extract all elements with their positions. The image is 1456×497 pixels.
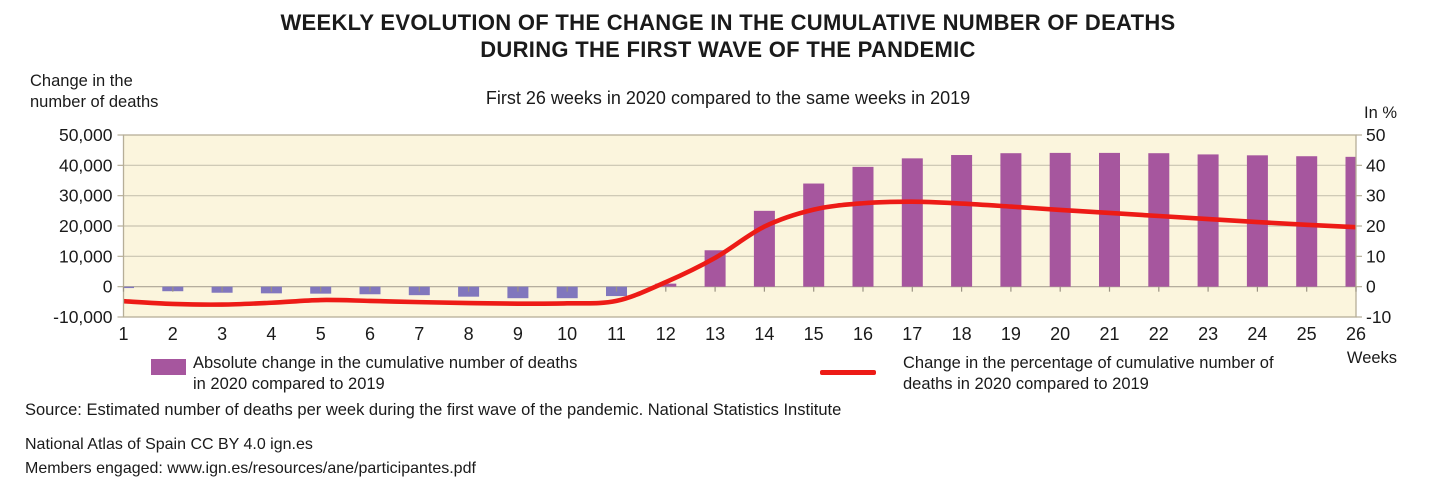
right-axis-tick-label: 50 xyxy=(1366,125,1386,145)
chart-title-line1: WEEKLY EVOLUTION OF THE CHANGE IN THE CU… xyxy=(280,10,1176,35)
chart-subtitle: First 26 weeks in 2020 compared to the s… xyxy=(485,88,971,108)
left-axis-tick-label: 0 xyxy=(103,277,113,297)
x-axis-tick-label: 18 xyxy=(952,324,972,344)
x-axis-title: Weeks xyxy=(1346,349,1398,367)
right-axis-tick-label: 0 xyxy=(1366,277,1376,297)
right-axis-tick-label: 10 xyxy=(1366,246,1386,266)
left-axis-tick-label: 20,000 xyxy=(59,216,113,236)
legend-bar-label-line2: in 2020 compared to 2019 xyxy=(193,375,385,393)
left-axis-tick-label: 40,000 xyxy=(59,155,113,175)
x-axis-tick-label: 25 xyxy=(1297,324,1317,344)
x-axis-tick-label: 1 xyxy=(118,324,128,344)
left-axis-tick-label: -10,000 xyxy=(53,307,113,327)
x-axis-tick-label: 12 xyxy=(656,324,676,344)
right-axis-tick-label: 30 xyxy=(1366,186,1386,206)
bar-week-12 xyxy=(655,283,677,287)
legend-line-label-line2: deaths in 2020 compared to 2019 xyxy=(903,375,1149,393)
bar-week-20 xyxy=(1049,152,1071,287)
x-axis-tick-label: 15 xyxy=(804,324,824,344)
bar-week-17 xyxy=(901,158,923,287)
members-link: Members engaged: www.ign.es/resources/an… xyxy=(25,460,476,477)
left-axis-title: Change in the number of deaths xyxy=(30,71,158,113)
chart-title-line2: DURING THE FIRST WAVE OF THE PANDEMIC xyxy=(480,37,976,62)
right-axis-tick-label: 20 xyxy=(1366,216,1386,236)
legend-line-swatch xyxy=(820,370,876,375)
x-axis-tick-label: 16 xyxy=(853,324,873,344)
legend-bar-swatch xyxy=(151,359,186,375)
right-axis-title: In % xyxy=(1364,104,1398,122)
x-axis-tick-label: 23 xyxy=(1198,324,1218,344)
bar-week-8 xyxy=(458,286,480,297)
bar-week-1 xyxy=(123,286,134,289)
bar-week-26 xyxy=(1345,156,1356,287)
bar-week-19 xyxy=(1000,153,1022,287)
bar-week-16 xyxy=(852,166,874,287)
left-axis-tick-label: 10,000 xyxy=(59,246,113,266)
x-axis-tick-label: 4 xyxy=(266,324,276,344)
bar-week-10 xyxy=(556,286,578,299)
x-axis-tick-label: 20 xyxy=(1050,324,1070,344)
x-axis-tick-label: 21 xyxy=(1099,324,1119,344)
x-axis-tick-label: 2 xyxy=(168,324,178,344)
bar-week-18 xyxy=(951,155,973,287)
right-axis-tick-label: -10 xyxy=(1366,307,1392,327)
x-axis-tick-label: 14 xyxy=(754,324,774,344)
legend-bar-label-line1: Absolute change in the cumulative number… xyxy=(193,354,578,372)
left-axis-title-line1: Change in the xyxy=(30,72,133,90)
left-axis-tick-label: 50,000 xyxy=(59,125,113,145)
legend-bar-label: Absolute change in the cumulative number… xyxy=(193,353,577,395)
right-axis-tick-label: 40 xyxy=(1366,155,1386,175)
attribution-line: National Atlas of Spain CC BY 4.0 ign.es xyxy=(25,436,313,453)
x-axis-tick-label: 17 xyxy=(902,324,922,344)
bar-week-22 xyxy=(1148,153,1170,287)
legend-line-label: Change in the percentage of cumulative n… xyxy=(903,353,1274,395)
line-series xyxy=(123,199,1356,307)
left-axis-title-line2: number of deaths xyxy=(30,93,159,111)
x-axis-tick-label: 5 xyxy=(316,324,326,344)
bar-week-25 xyxy=(1296,156,1318,287)
percent-line xyxy=(123,199,1356,307)
x-axis-tick-label: 10 xyxy=(557,324,577,344)
x-axis-tick-label: 11 xyxy=(607,324,626,344)
x-axis-tick-label: 7 xyxy=(414,324,424,344)
x-axis-tick-label: 9 xyxy=(513,324,523,344)
x-axis-tick-label: 13 xyxy=(705,324,725,344)
x-axis-tick-label: 26 xyxy=(1346,324,1366,344)
x-axis-tick-label: 19 xyxy=(1001,324,1021,344)
x-axis-tick-label: 8 xyxy=(464,324,474,344)
left-axis-tick-label: 30,000 xyxy=(59,186,113,206)
bar-week-21 xyxy=(1099,152,1120,287)
x-axis-tick-label: 3 xyxy=(217,324,227,344)
bar-week-9 xyxy=(507,286,529,299)
legend-line-label-line1: Change in the percentage of cumulative n… xyxy=(903,354,1274,372)
x-axis-tick-label: 22 xyxy=(1149,324,1169,344)
source-note: Source: Estimated number of deaths per w… xyxy=(25,401,842,419)
x-axis-tick-label: 6 xyxy=(365,324,375,344)
bar-week-15 xyxy=(803,183,825,287)
x-axis-tick-label: 24 xyxy=(1247,324,1267,344)
